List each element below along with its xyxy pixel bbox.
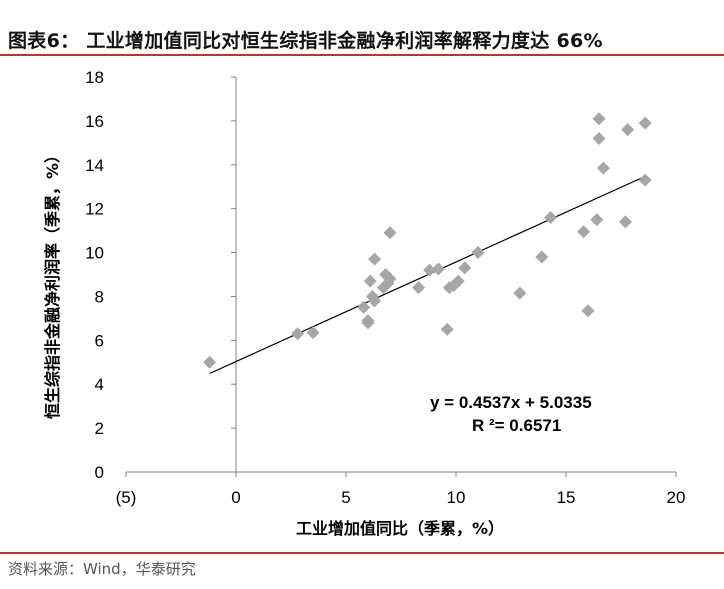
title-rule xyxy=(0,54,724,56)
data-point xyxy=(577,225,591,239)
data-point xyxy=(618,215,632,229)
source-note: 资料来源：Wind，华泰研究 xyxy=(8,560,196,578)
data-point xyxy=(471,246,485,260)
y-tick-label: 10 xyxy=(85,244,104,263)
y-tick-label: 2 xyxy=(95,419,104,438)
data-point xyxy=(535,250,549,264)
x-tick-label: (5) xyxy=(116,488,137,507)
data-point xyxy=(544,210,558,224)
data-point xyxy=(513,286,527,300)
x-tick-label: 10 xyxy=(447,488,466,507)
data-point xyxy=(638,116,652,130)
regression-equation: y = 0.4537x + 5.0335 xyxy=(430,393,592,412)
data-point xyxy=(451,274,465,288)
data-point xyxy=(638,173,652,187)
data-points xyxy=(203,112,652,369)
y-tick-label: 12 xyxy=(85,200,104,219)
data-point xyxy=(357,300,371,314)
y-tick-label: 6 xyxy=(95,331,104,350)
data-point xyxy=(581,304,595,318)
data-point xyxy=(423,263,437,277)
x-tick-label: 5 xyxy=(341,488,350,507)
data-point xyxy=(590,213,604,227)
r-squared-label: R ²= 0.6571 xyxy=(472,416,561,435)
data-point xyxy=(592,131,606,145)
data-point xyxy=(621,123,635,137)
data-point xyxy=(592,112,606,126)
data-point xyxy=(440,322,454,336)
data-point xyxy=(596,161,610,175)
y-tick-label: 18 xyxy=(85,68,104,87)
y-tick-label: 14 xyxy=(85,156,104,175)
x-tick-label: 0 xyxy=(231,488,240,507)
data-point xyxy=(368,294,382,308)
data-point xyxy=(431,262,445,276)
x-axis-title: 工业增加值同比（季累，%） xyxy=(296,519,504,538)
data-point xyxy=(458,261,472,275)
data-point xyxy=(383,272,397,286)
axes xyxy=(125,76,677,477)
data-point xyxy=(412,281,426,295)
data-point xyxy=(361,314,375,328)
y-tick-labels: 0 2 4 6 8 10 12 14 16 18 xyxy=(85,68,104,482)
chart-title: 图表6： 工业增加值同比对恒生综指非金融净利润率解释力度达 66% xyxy=(8,30,603,52)
footer-rule xyxy=(0,552,724,554)
data-point xyxy=(306,326,320,340)
data-point xyxy=(363,274,377,288)
data-point xyxy=(368,252,382,266)
data-point xyxy=(291,327,305,341)
y-axis-title: 恒生综指非金融净利润率（季累，%） xyxy=(43,147,62,419)
x-tick-label: 15 xyxy=(557,488,576,507)
y-tick-label: 0 xyxy=(95,463,104,482)
data-point xyxy=(203,355,217,369)
y-tick-label: 16 xyxy=(85,112,104,131)
x-tick-label: 20 xyxy=(667,488,686,507)
trendline-group xyxy=(209,175,646,375)
trendline xyxy=(209,175,646,375)
data-point xyxy=(383,226,397,240)
y-tick-label: 8 xyxy=(95,287,104,306)
x-tick-labels: (5) 0 5 10 15 20 xyxy=(116,488,686,507)
y-tick-label: 4 xyxy=(95,375,104,394)
